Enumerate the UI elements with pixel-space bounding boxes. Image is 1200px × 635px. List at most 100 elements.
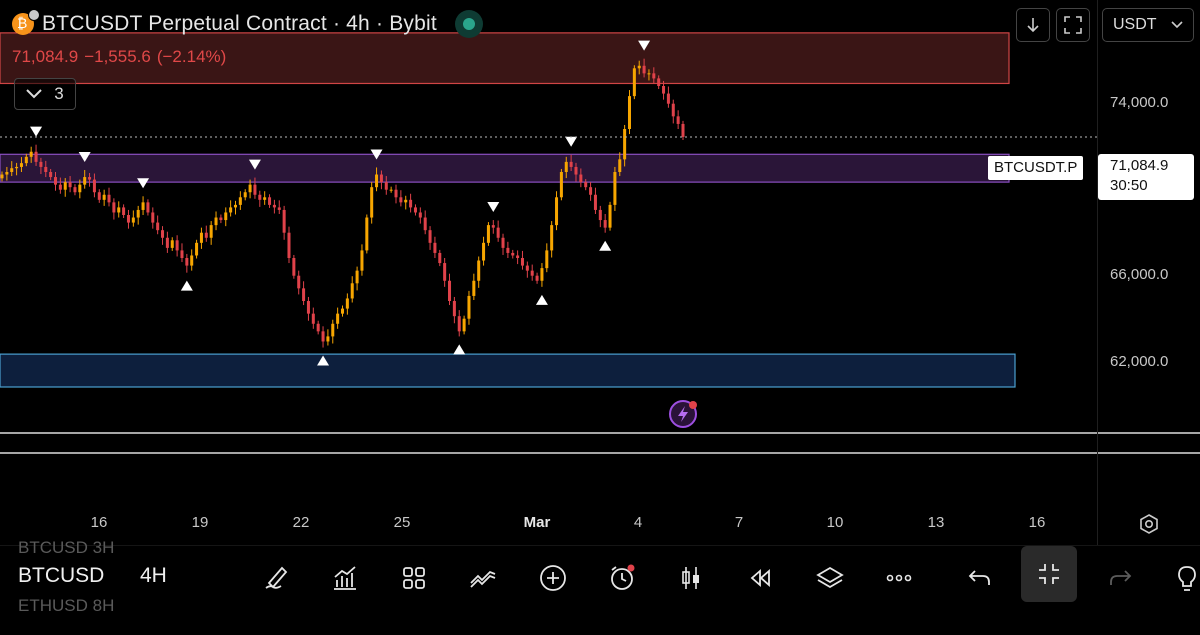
current-price-tag: 71,084.9 30:50: [1098, 154, 1194, 200]
price-change-pct: (−2.14%): [156, 47, 227, 66]
x-tick-label: 16: [1028, 514, 1046, 531]
candle-body: [418, 212, 422, 218]
collapse-icon: [1039, 564, 1059, 584]
candle-body: [19, 163, 23, 167]
candle-body: [117, 207, 121, 213]
scroll-down-button[interactable]: [1016, 8, 1050, 42]
candle-body: [268, 197, 272, 205]
candle-body: [238, 197, 242, 205]
candle-body: [379, 174, 383, 183]
candle-body: [530, 270, 534, 276]
bitcoin-icon: [12, 9, 40, 35]
candle-body: [287, 232, 291, 258]
candle-body: [618, 159, 622, 172]
candle-body: [292, 258, 296, 276]
draw-icon: [265, 566, 288, 589]
draw-button[interactable]: [254, 556, 298, 600]
candle-body: [229, 207, 233, 213]
more-button[interactable]: [877, 556, 921, 600]
candle-body: [462, 318, 466, 332]
candle-body: [243, 192, 247, 198]
x-tick-label: 25: [393, 514, 411, 531]
market-status-icon[interactable]: [454, 10, 483, 38]
chart-type-button[interactable]: [669, 556, 713, 600]
candle-body: [496, 227, 500, 238]
x-tick-label: 10: [826, 514, 844, 531]
candle-body: [88, 177, 92, 180]
layers-button[interactable]: [808, 556, 852, 600]
candle-body: [472, 280, 476, 296]
chevron-down-icon: [26, 84, 42, 104]
candle-body: [136, 209, 140, 218]
candle-body: [272, 204, 276, 208]
candle-body: [146, 202, 150, 213]
candle-body: [199, 232, 203, 243]
more-icon: [886, 574, 912, 582]
candle-body: [593, 194, 597, 210]
candle-body: [107, 194, 111, 203]
layout-button[interactable]: [392, 556, 436, 600]
indicators-icon: [334, 566, 356, 590]
candle-body: [511, 252, 515, 256]
idea-icon: [1178, 566, 1196, 591]
arrow-down-icon: [1027, 18, 1039, 33]
candle-body: [443, 263, 447, 281]
replay-button[interactable]: [738, 556, 782, 600]
price-chart[interactable]: [0, 0, 1200, 545]
axis-settings-icon[interactable]: [1138, 513, 1160, 535]
redo-button[interactable]: [1098, 556, 1142, 600]
x-tick-label: 7: [734, 514, 744, 531]
candle-body: [302, 288, 306, 301]
indicator-toggle-button[interactable]: 3: [14, 78, 76, 110]
bottom-toolbar: BTCUSD 3H BTCUSD 4H ETHUSD 8H: [0, 538, 1200, 635]
candle-body: [506, 247, 510, 253]
candle-body: [452, 301, 456, 317]
candle-body: [10, 168, 14, 172]
pivot-high-marker: [638, 40, 651, 51]
candle-body: [433, 242, 437, 253]
candle-body: [559, 172, 563, 198]
collapse-button[interactable]: [1021, 546, 1077, 602]
candle-body: [175, 240, 179, 251]
add-button[interactable]: [531, 556, 575, 600]
candle-body: [141, 202, 145, 210]
candle-body: [78, 184, 82, 193]
pivot-low-marker: [535, 294, 548, 305]
candle-body: [165, 237, 169, 248]
indicators-button[interactable]: [323, 556, 367, 600]
candle-body: [384, 182, 388, 190]
chart-title[interactable]: BTCUSDT Perpetual Contract · 4h · Bybit: [42, 12, 437, 35]
candle-body: [277, 207, 281, 210]
alert-button[interactable]: [600, 556, 644, 600]
pivot-high-marker: [30, 126, 43, 137]
candle-body: [448, 280, 452, 301]
candle-body: [92, 179, 96, 193]
y-tick-label: 74,000.0: [1110, 94, 1169, 111]
active-symbol[interactable]: BTCUSD: [18, 564, 105, 587]
candle-body: [637, 65, 641, 69]
compare-button[interactable]: [461, 556, 505, 600]
candle-body: [340, 308, 345, 314]
undo-button[interactable]: [958, 556, 1002, 600]
ideas-button[interactable]: [1165, 556, 1200, 600]
candle-body: [233, 204, 237, 208]
candle-body: [520, 258, 524, 266]
candle-body: [467, 295, 471, 319]
active-interval[interactable]: 4H: [140, 564, 167, 587]
fullscreen-button[interactable]: [1056, 8, 1090, 42]
candle-body: [370, 187, 374, 218]
pivot-low-marker: [599, 240, 612, 251]
candle-body: [350, 283, 354, 299]
pivot-high-marker: [137, 178, 150, 189]
candle-body: [598, 209, 602, 221]
candle-body: [311, 313, 315, 324]
candle-body: [34, 151, 38, 162]
candle-body: [574, 166, 578, 175]
pivot-high-marker: [565, 136, 578, 147]
candle-body: [122, 207, 126, 215]
compare-icon: [470, 570, 496, 588]
last-price: 71,084.9: [12, 47, 79, 66]
currency-select[interactable]: USDT: [1102, 8, 1194, 42]
candle-body: [423, 217, 427, 231]
support-zone: [0, 353, 1016, 388]
